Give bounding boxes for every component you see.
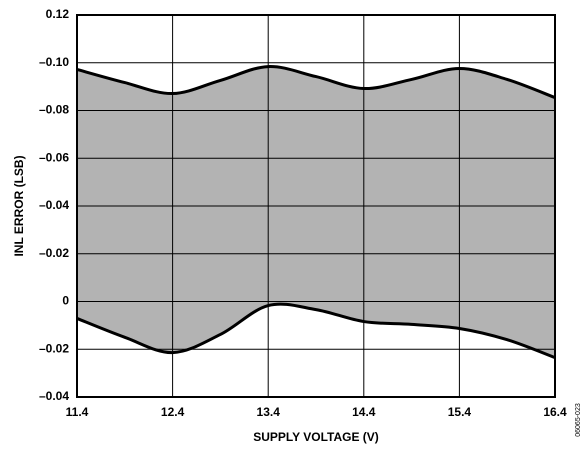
figure-id: 06065-023 <box>575 403 582 437</box>
x-tick-label: 14.4 <box>352 405 376 419</box>
series-line <box>76 302 556 360</box>
y-tick-label: –0.06 <box>39 150 69 164</box>
y-tick-label: –0.08 <box>39 103 69 117</box>
x-tick-label: 13.4 <box>257 405 281 419</box>
plot-frame <box>76 14 556 398</box>
x-tick-label: 12.4 <box>161 405 185 419</box>
y-axis-label: INL ERROR (LSB) <box>12 155 26 256</box>
y-tick-label: –0.02 <box>39 246 69 260</box>
y-tick-label: –0.04 <box>39 389 69 403</box>
y-tick-label: –0.10 <box>39 55 69 69</box>
y-tick-label: 0.12 <box>46 7 70 21</box>
y-tick-label: –0.04 <box>39 198 69 212</box>
x-tick-label: 11.4 <box>66 405 89 419</box>
series-line <box>76 65 556 100</box>
x-axis-label: SUPPLY VOLTAGE (V) <box>253 430 379 444</box>
x-tick-label: 16.4 <box>543 405 567 419</box>
y-tick-label: –0.02 <box>39 341 69 355</box>
band-fill <box>77 66 555 358</box>
x-tick-label: 15.4 <box>448 405 472 419</box>
y-tick-label: 0 <box>62 294 69 308</box>
